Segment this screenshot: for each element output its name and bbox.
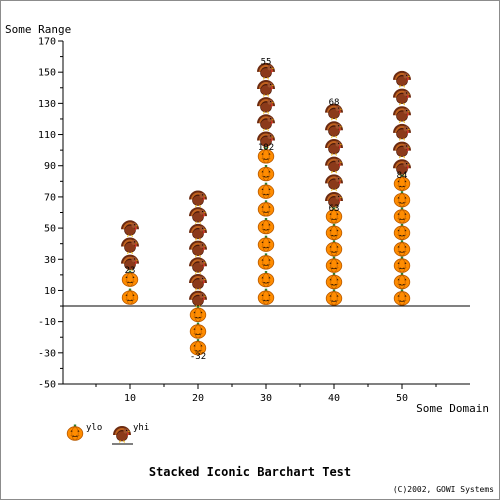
- chart-title: Stacked Iconic Barchart Test: [149, 465, 351, 479]
- turkey-icon: [392, 105, 412, 124]
- bar-stacks: [120, 62, 412, 356]
- pumpkin-icon: [257, 252, 275, 270]
- turkey-icon: [188, 206, 208, 225]
- y-tick-label: 10: [44, 286, 56, 297]
- data-label: 68: [329, 98, 340, 108]
- pumpkin-icon: [257, 217, 275, 235]
- pumpkin-icon: [393, 272, 411, 290]
- y-tick-label: 30: [44, 255, 56, 266]
- legend-turkey-icon: [112, 425, 132, 444]
- turkey-icon: [188, 273, 208, 292]
- x-tick-label: 40: [328, 393, 340, 404]
- x-tick-label: 20: [192, 393, 204, 404]
- legend-pumpkin-icon: [66, 424, 84, 441]
- pumpkin-icon: [393, 190, 411, 208]
- y-tick-label: 170: [38, 37, 56, 48]
- legend-label: ylo: [86, 423, 102, 433]
- turkey-icon: [392, 87, 412, 106]
- pumpkin-icon: [257, 288, 275, 306]
- pumpkin-icon: [325, 272, 343, 290]
- y-tick-label: -50: [38, 380, 56, 391]
- pumpkin-icon: [393, 288, 411, 306]
- turkey-icon: [120, 219, 140, 238]
- data-label: 102: [258, 143, 274, 153]
- pumpkin-icon: [257, 182, 275, 199]
- turkey-icon: [188, 256, 208, 275]
- data-label: 84: [397, 171, 408, 181]
- data-label: 63: [329, 204, 340, 214]
- turkey-icon: [392, 140, 412, 159]
- pumpkin-icon: [393, 223, 411, 241]
- pumpkin-icon: [189, 321, 207, 339]
- pumpkin-icon: [257, 235, 275, 253]
- turkey-icon: [188, 223, 208, 241]
- pumpkin-icon: [325, 256, 343, 273]
- y-tick-label: 150: [38, 68, 56, 79]
- y-tick-label: 90: [44, 161, 56, 172]
- y-tick-label: 130: [38, 99, 56, 110]
- turkey-icon: [392, 123, 412, 142]
- pumpkin-icon: [325, 239, 343, 257]
- data-label: 55: [261, 57, 272, 67]
- data-label: -32: [190, 352, 206, 362]
- data-labels: 23 -32 102 63 84 55 68: [125, 57, 408, 362]
- y-tick-label: 70: [44, 192, 56, 203]
- pumpkin-icon: [393, 207, 411, 224]
- y-tick-label: -10: [38, 317, 56, 328]
- data-label: 23: [125, 266, 136, 276]
- turkey-icon: [256, 113, 276, 132]
- y-tick-label: 50: [44, 224, 56, 235]
- pumpkin-icon: [393, 239, 411, 257]
- legend-label: yhi: [133, 423, 149, 433]
- turkey-icon: [324, 173, 344, 192]
- turkey-icon: [256, 96, 276, 115]
- turkey-icon: [324, 120, 344, 139]
- y-tick-label: -30: [38, 348, 56, 359]
- pumpkin-icon: [257, 270, 275, 288]
- x-tick-label: 50: [396, 393, 408, 404]
- x-axis-label: Some Domain: [416, 402, 489, 415]
- turkey-icon: [324, 138, 344, 157]
- turkey-icon: [188, 290, 208, 308]
- turkey-icon: [188, 239, 208, 258]
- x-tick-label: 10: [124, 393, 136, 404]
- pumpkin-icon: [325, 223, 343, 241]
- credit-text: (C)2002, GOWI Systems: [393, 485, 494, 494]
- pumpkin-icon: [257, 199, 275, 217]
- turkey-icon: [256, 79, 276, 98]
- turkey-icon: [120, 236, 140, 255]
- turkey-icon: [188, 189, 208, 208]
- legend: ylo yhi: [66, 423, 149, 445]
- x-tick-label: 30: [260, 393, 272, 404]
- y-axis-label: Some Range: [5, 23, 71, 36]
- y-tick-label: 110: [38, 130, 56, 141]
- pumpkin-icon: [393, 256, 411, 273]
- turkey-icon: [324, 156, 344, 174]
- pumpkin-icon: [325, 288, 343, 306]
- pumpkin-icon: [121, 288, 139, 305]
- pumpkin-icon: [257, 164, 275, 182]
- pumpkin-icon: [189, 305, 207, 323]
- turkey-icon: [392, 70, 412, 88]
- axes: -50 -30 -10 10 30 50 70 90 110 130 150 170 10 20 30 40 5…: [38, 37, 470, 404]
